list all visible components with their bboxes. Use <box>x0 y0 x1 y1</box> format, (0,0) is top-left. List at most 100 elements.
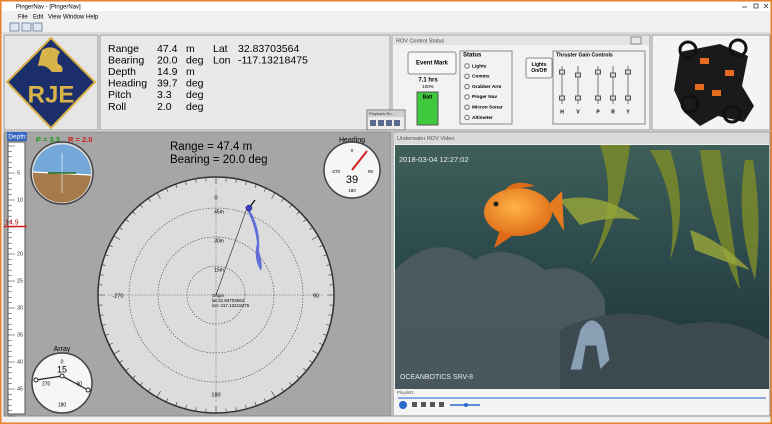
depth-tick-label: 40 <box>17 359 23 365</box>
array-node <box>34 378 38 382</box>
player-button[interactable] <box>430 402 435 407</box>
robot-float <box>725 70 734 76</box>
depth-tick-label: 20 <box>17 251 23 257</box>
app-window: PingerNav - [PingerNav] File Edit ViewWindo… <box>0 0 772 424</box>
robot-float <box>700 58 709 64</box>
coord-value: -117.13218475 <box>238 54 308 66</box>
origin-label: lon:-117.13218475 <box>212 303 250 308</box>
volume-thumb[interactable] <box>464 403 468 407</box>
readout-value: 3.3 <box>157 89 172 101</box>
polar-ring-label: 30m <box>214 238 224 244</box>
slider-thumb[interactable] <box>626 70 631 74</box>
player-button[interactable] <box>412 402 417 407</box>
toolbar-button[interactable] <box>10 23 19 31</box>
menu-item[interactable]: View <box>48 15 62 21</box>
video-controls <box>394 389 769 415</box>
coord-label: Lon <box>213 54 231 66</box>
status-item[interactable]: Grabber Arm <box>472 84 501 90</box>
status-item[interactable]: Micron Sonar <box>472 104 503 110</box>
polar-ring-label: 45m <box>214 209 224 215</box>
slider-thumb[interactable] <box>560 70 565 74</box>
heading-dial-label: 180 <box>348 188 356 193</box>
menu-item[interactable]: Help <box>86 15 99 21</box>
slider-thumb[interactable] <box>596 96 601 100</box>
logo-text: RJE <box>28 81 75 108</box>
readout-label: Heading <box>108 78 147 90</box>
video-title: Underwater ROV Video <box>397 136 454 142</box>
menu-item[interactable]: File <box>18 15 28 21</box>
readout-value: 39.7 <box>157 78 178 90</box>
status-item[interactable]: Pinger Nav <box>472 94 497 100</box>
range-text: Range = 47.4 m <box>170 141 252 153</box>
status-radio[interactable] <box>465 74 469 78</box>
slider-thumb[interactable] <box>576 73 581 77</box>
depth-title: Depth <box>8 134 26 141</box>
slider-thumb[interactable] <box>611 96 616 100</box>
bearing-text: Bearing = 20.0 deg <box>170 154 268 166</box>
menu-item[interactable]: Edit <box>33 15 44 21</box>
menu-item[interactable]: Window <box>63 15 85 21</box>
slider-thumb[interactable] <box>611 73 616 77</box>
playback-button[interactable] <box>378 120 384 126</box>
slider-thumb[interactable] <box>560 96 565 100</box>
array-node <box>60 374 64 378</box>
depth-tick-label: 25 <box>17 278 23 284</box>
playback-button[interactable] <box>386 120 392 126</box>
depth-marker-label: 14.9 <box>5 219 19 226</box>
thruster-axis: H <box>560 109 564 115</box>
polar-compass-label: -270 <box>112 293 123 299</box>
status-item[interactable]: Altimeter <box>472 115 493 121</box>
status-radio[interactable] <box>465 115 469 119</box>
heading-value: 39 <box>346 174 358 186</box>
depth-tick-label: 30 <box>17 305 23 311</box>
play-button[interactable] <box>399 401 407 409</box>
readout-unit: m <box>186 43 195 55</box>
readout-value: 47.4 <box>157 43 178 55</box>
player-button[interactable] <box>439 402 444 407</box>
polar-compass-label: 90 <box>313 293 319 299</box>
battery-percent: 100% <box>422 84 434 89</box>
readout-value: 14.9 <box>157 66 178 78</box>
playback-button[interactable] <box>370 120 376 126</box>
roll-label: R = 2.0 <box>68 135 92 144</box>
heading-dial-label: 90 <box>368 169 374 174</box>
polar-compass-label: 0 <box>214 195 217 201</box>
status-item[interactable]: Comms <box>472 74 490 80</box>
status-radio[interactable] <box>465 105 469 109</box>
array-dial-label: 270 <box>42 381 51 387</box>
video-timestamp: 2018-03-04 12:27:02 <box>399 155 469 164</box>
status-radio[interactable] <box>465 95 469 99</box>
battery-label: Batt <box>423 94 433 100</box>
toolbar-button[interactable] <box>22 23 31 31</box>
video-overlay: OCEANBOTICS SRV-8 <box>400 374 473 381</box>
slider-thumb[interactable] <box>576 96 581 100</box>
fish-body <box>484 188 552 236</box>
readout-label: Pitch <box>108 89 132 101</box>
status-radio[interactable] <box>465 84 469 88</box>
rov-close[interactable] <box>631 37 641 44</box>
array-node <box>86 388 90 392</box>
status-item[interactable]: Lights <box>472 63 487 69</box>
slider-thumb[interactable] <box>596 70 601 74</box>
slider-thumb[interactable] <box>626 96 631 100</box>
status-title: Status <box>463 53 482 59</box>
target-point <box>246 205 252 211</box>
toolbar-button[interactable] <box>33 23 42 31</box>
thruster-title: Thruster Gain Controls <box>556 52 613 58</box>
readout-unit: deg <box>186 89 204 101</box>
array-title: Array <box>54 346 71 353</box>
readout-unit: deg <box>186 78 204 90</box>
playback-button[interactable] <box>394 120 400 126</box>
readout-unit: deg <box>186 54 204 66</box>
thruster-axis: R <box>611 109 615 115</box>
rov-title: ROV Control Status <box>396 38 445 44</box>
readout-unit: deg <box>186 101 204 113</box>
depth-tick-label: 5 <box>17 170 20 176</box>
window-title: PingerNav - [PingerNav] <box>16 5 81 11</box>
player-button[interactable] <box>421 402 426 407</box>
event-mark-label[interactable]: Event Mark <box>416 61 449 67</box>
status-radio[interactable] <box>465 64 469 68</box>
readout-value: 20.0 <box>157 54 178 66</box>
readout-label: Bearing <box>108 54 144 66</box>
